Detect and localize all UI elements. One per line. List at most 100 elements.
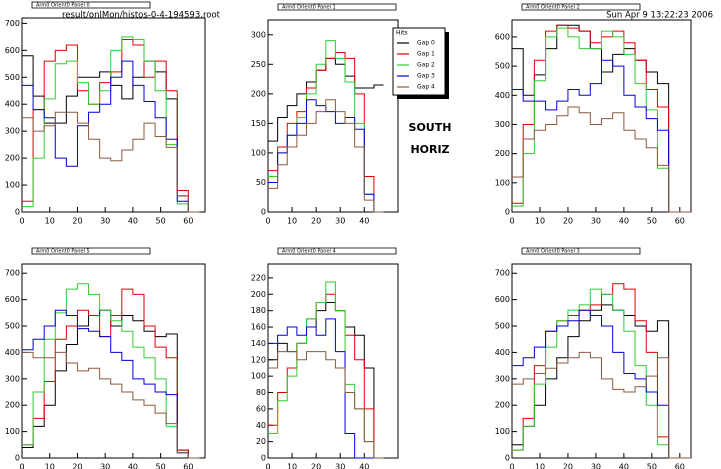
x-tick-label: 60: [183, 463, 193, 469]
y-tick-label: 600: [495, 295, 510, 304]
panel-title: Arm0 Orient0 Panel 3: [526, 249, 580, 255]
y-tick-label: 0: [505, 208, 510, 217]
x-tick-label: 0: [265, 463, 270, 469]
y-tick-label: 100: [495, 427, 510, 436]
histogram-line: [512, 59, 691, 213]
x-tick-label: 10: [45, 463, 55, 469]
histogram-line: [512, 106, 691, 213]
legend-label: Gap 4: [417, 84, 435, 91]
x-tick-label: 20: [563, 463, 573, 469]
y-tick-label: 0: [261, 454, 266, 463]
y-tick-label: 100: [495, 178, 510, 187]
x-tick-label: 20: [72, 463, 82, 469]
title-box: [277, 3, 397, 11]
x-tick-label: 50: [647, 217, 657, 226]
legend-label: Gap 3: [417, 73, 435, 80]
panel-title: Arm0 Orient0 Panel 1: [282, 5, 336, 11]
y-tick-label: 20: [256, 437, 266, 446]
panel-title: Arm0 Orient0 Panel 5: [36, 249, 90, 255]
y-tick-label: 100: [5, 427, 20, 436]
y-tick-label: 600: [5, 46, 20, 55]
x-tick-label: 50: [647, 463, 657, 469]
x-tick-label: 40: [619, 217, 629, 226]
y-tick-label: 60: [256, 404, 266, 413]
y-tick-label: 180: [251, 306, 266, 315]
legend: [392, 27, 446, 96]
panel-title: Arm0 Orient0 Panel 2: [526, 5, 580, 11]
y-tick-label: 700: [495, 269, 510, 278]
y-tick-label: 700: [5, 269, 20, 278]
y-tick-label: 600: [5, 295, 20, 304]
x-tick-label: 60: [675, 463, 685, 469]
frame: [267, 263, 399, 459]
x-tick-label: 10: [535, 217, 545, 226]
x-tick-label: 30: [335, 217, 345, 226]
y-tick-label: 0: [15, 454, 20, 463]
y-tick-label: 400: [5, 100, 20, 109]
legend-label: Gap 1: [417, 51, 435, 58]
histogram-line: [268, 318, 384, 459]
y-tick-label: 300: [5, 374, 20, 383]
y-tick-label: 100: [251, 148, 266, 157]
title-box: [521, 247, 641, 255]
histogram-line: [268, 301, 384, 459]
histogram-line: [22, 55, 200, 213]
x-tick-label: 0: [509, 217, 514, 226]
y-tick-label: 140: [251, 339, 266, 348]
histogram-line: [22, 111, 200, 213]
x-tick-label: 50: [156, 463, 166, 469]
histogram-line: [22, 288, 200, 459]
title-box: [521, 3, 641, 11]
x-tick-label: 0: [19, 463, 24, 469]
y-tick-label: 0: [15, 208, 20, 217]
y-tick-label: 500: [495, 62, 510, 71]
x-tick-label: 10: [287, 217, 297, 226]
histogram-line: [512, 351, 691, 459]
y-tick-label: 160: [251, 323, 266, 332]
y-tick-label: 200: [5, 401, 20, 410]
x-tick-label: 10: [287, 463, 297, 469]
x-tick-label: 10: [45, 217, 55, 226]
y-tick-label: 500: [495, 322, 510, 331]
y-tick-label: 250: [251, 60, 266, 69]
x-tick-label: 60: [675, 217, 685, 226]
y-tick-label: 80: [256, 388, 266, 397]
x-tick-label: 40: [359, 217, 369, 226]
x-tick-label: 60: [183, 217, 193, 226]
y-tick-label: 100: [251, 372, 266, 381]
y-tick-label: 220: [251, 273, 266, 282]
y-tick-label: 300: [5, 127, 20, 136]
histogram-line: [268, 99, 384, 213]
frame: [267, 19, 399, 213]
y-tick-label: 300: [495, 374, 510, 383]
y-tick-label: 120: [251, 355, 266, 364]
y-tick-label: 150: [251, 119, 266, 128]
x-tick-label: 20: [72, 217, 82, 226]
y-tick-label: 200: [495, 401, 510, 410]
x-tick-label: 40: [619, 463, 629, 469]
x-tick-label: 50: [156, 217, 166, 226]
y-tick-label: 300: [495, 120, 510, 129]
y-tick-label: 40: [256, 421, 266, 430]
y-tick-label: 200: [251, 89, 266, 98]
legend-title: Hits: [396, 30, 408, 37]
y-tick-label: 700: [5, 19, 20, 28]
title-box: [277, 247, 397, 255]
x-tick-label: 30: [100, 463, 110, 469]
y-tick-label: 50: [256, 178, 266, 187]
x-tick-label: 20: [311, 463, 321, 469]
title-box: [31, 1, 151, 9]
orient-label: HORIZ: [410, 143, 449, 156]
x-tick-label: 30: [591, 217, 601, 226]
legend-label: Gap 2: [417, 62, 435, 69]
histogram-line: [22, 309, 200, 459]
x-tick-label: 30: [591, 463, 601, 469]
x-tick-label: 40: [128, 463, 138, 469]
x-tick-label: 10: [535, 463, 545, 469]
histogram-line: [512, 304, 691, 459]
y-tick-label: 200: [5, 154, 20, 163]
y-tick-label: 500: [5, 73, 20, 82]
x-tick-label: 30: [100, 217, 110, 226]
y-tick-label: 600: [495, 32, 510, 41]
